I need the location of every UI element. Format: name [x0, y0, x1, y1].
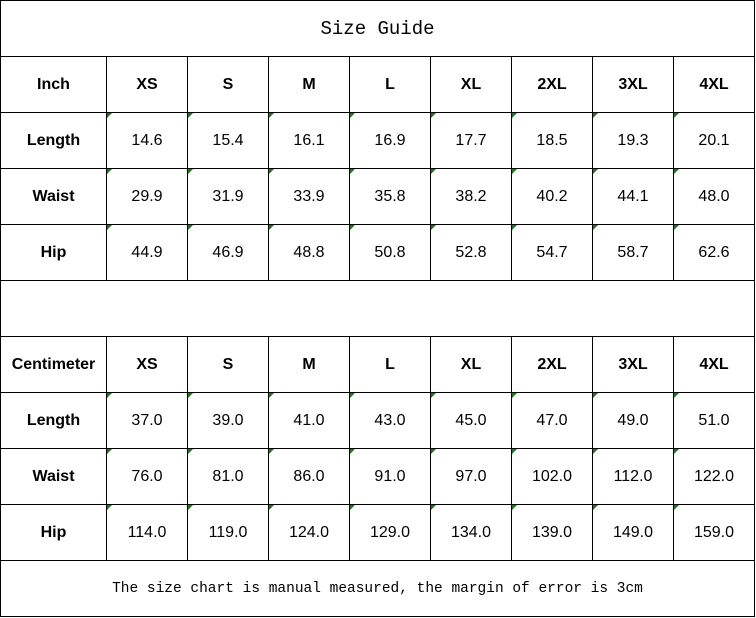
measure-value: 91.0 [349, 448, 431, 505]
spacer-row [0, 280, 755, 337]
measure-value: 44.9 [106, 224, 188, 281]
measure-label: Hip [0, 504, 107, 561]
measure-value: 45.0 [430, 392, 512, 449]
measure-value: 19.3 [592, 112, 674, 169]
measure-value: 97.0 [430, 448, 512, 505]
measure-value: 114.0 [106, 504, 188, 561]
size-header: S [187, 56, 269, 113]
measure-value: 122.0 [673, 448, 755, 505]
size-header: XL [430, 56, 512, 113]
measure-value: 20.1 [673, 112, 755, 169]
measure-value: 62.6 [673, 224, 755, 281]
measure-value: 41.0 [268, 392, 350, 449]
size-header: 3XL [592, 56, 674, 113]
measure-label: Length [0, 392, 107, 449]
measure-value: 139.0 [511, 504, 593, 561]
size-header: 4XL [673, 336, 755, 393]
measure-value: 37.0 [106, 392, 188, 449]
measure-label: Waist [0, 168, 107, 225]
size-header: M [268, 56, 350, 113]
measure-value: 46.9 [187, 224, 269, 281]
size-header: L [349, 56, 431, 113]
measure-value: 40.2 [511, 168, 593, 225]
table-row: Waist 76.0 81.0 86.0 91.0 97.0 102.0 112.0 122.0 [0, 448, 755, 505]
measure-value: 33.9 [268, 168, 350, 225]
measure-value: 43.0 [349, 392, 431, 449]
page-title: Size Guide [0, 0, 755, 57]
measure-value: 35.8 [349, 168, 431, 225]
measure-value: 48.8 [268, 224, 350, 281]
unit-label: Inch [0, 56, 107, 113]
measure-value: 129.0 [349, 504, 431, 561]
table-row: Hip 44.9 46.9 48.8 50.8 52.8 54.7 58.7 62.6 [0, 224, 755, 281]
measure-value: 14.6 [106, 112, 188, 169]
measure-value: 48.0 [673, 168, 755, 225]
table-row: Length 14.6 15.4 16.1 16.9 17.7 18.5 19.3 20.1 [0, 112, 755, 169]
measure-value: 31.9 [187, 168, 269, 225]
measure-label: Hip [0, 224, 107, 281]
table-row: Waist 29.9 31.9 33.9 35.8 38.2 40.2 44.1 48.0 [0, 168, 755, 225]
measure-value: 119.0 [187, 504, 269, 561]
measure-value: 50.8 [349, 224, 431, 281]
measure-value: 54.7 [511, 224, 593, 281]
measure-value: 18.5 [511, 112, 593, 169]
header-row: Centimeter XS S M L XL 2XL 3XL 4XL [0, 336, 755, 393]
measure-value: 47.0 [511, 392, 593, 449]
measure-value: 134.0 [430, 504, 512, 561]
measure-value: 112.0 [592, 448, 674, 505]
size-header: XL [430, 336, 512, 393]
measure-value: 149.0 [592, 504, 674, 561]
measure-value: 38.2 [430, 168, 512, 225]
size-header: XS [106, 56, 188, 113]
measure-value: 102.0 [511, 448, 593, 505]
measure-value: 76.0 [106, 448, 188, 505]
measure-value: 29.9 [106, 168, 188, 225]
size-header: 2XL [511, 336, 593, 393]
measure-value: 44.1 [592, 168, 674, 225]
measure-value: 16.1 [268, 112, 350, 169]
size-header: 4XL [673, 56, 755, 113]
header-row: Inch XS S M L XL 2XL 3XL 4XL [0, 56, 755, 113]
size-header: 3XL [592, 336, 674, 393]
size-header: L [349, 336, 431, 393]
note-row: The size chart is manual measured, the m… [0, 560, 755, 617]
measure-value: 51.0 [673, 392, 755, 449]
measure-value: 81.0 [187, 448, 269, 505]
table-row: Length 37.0 39.0 41.0 43.0 45.0 47.0 49.0 51.0 [0, 392, 755, 449]
measure-label: Length [0, 112, 107, 169]
size-header: XS [106, 336, 188, 393]
measure-value: 17.7 [430, 112, 512, 169]
spacer-cell [0, 280, 755, 337]
measure-value: 39.0 [187, 392, 269, 449]
measure-value: 15.4 [187, 112, 269, 169]
measure-value: 58.7 [592, 224, 674, 281]
measure-value: 52.8 [430, 224, 512, 281]
size-header: 2XL [511, 56, 593, 113]
size-header: S [187, 336, 269, 393]
measure-label: Waist [0, 448, 107, 505]
measure-value: 16.9 [349, 112, 431, 169]
measure-value: 49.0 [592, 392, 674, 449]
footnote: The size chart is manual measured, the m… [0, 560, 755, 617]
measure-value: 86.0 [268, 448, 350, 505]
size-header: M [268, 336, 350, 393]
measure-value: 159.0 [673, 504, 755, 561]
unit-label: Centimeter [0, 336, 107, 393]
table-row: Hip 114.0 119.0 124.0 129.0 134.0 139.0 149.0 15… [0, 504, 755, 561]
measure-value: 124.0 [268, 504, 350, 561]
